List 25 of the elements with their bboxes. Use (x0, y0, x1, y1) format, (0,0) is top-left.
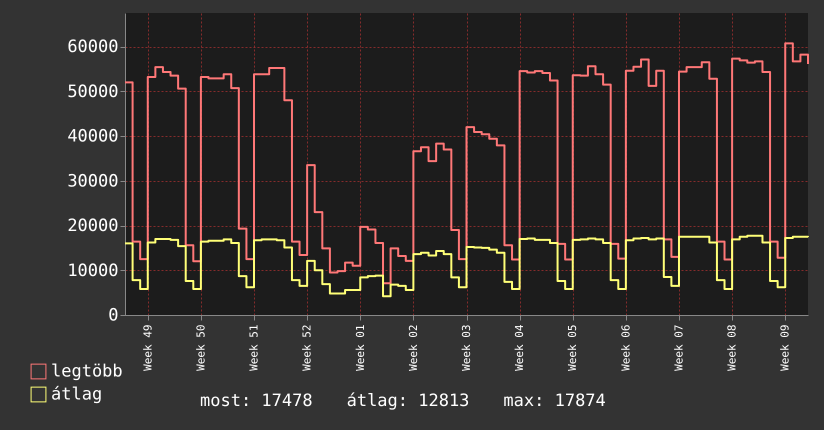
x-tick-label: Week 02 (406, 324, 420, 371)
y-tick-label: 60000 (67, 37, 118, 58)
y-tick-label: 10000 (67, 260, 118, 281)
y-tick-label: 40000 (67, 126, 118, 147)
y-tick-label: 30000 (67, 171, 118, 192)
x-tick-label: Week 04 (513, 324, 526, 371)
x-tick-label: Week 49 (141, 324, 154, 371)
x-tick-label: Week 09 (778, 324, 792, 371)
x-tick-label: Week 08 (726, 324, 739, 371)
x-tick-label: Week 03 (460, 324, 473, 371)
x-tick-label: Week 51 (248, 324, 261, 371)
x-tick-label: Week 50 (194, 324, 208, 371)
y-tick-label: 0 (108, 306, 118, 326)
legend-label: átlag (51, 384, 102, 404)
y-tick-label: 50000 (67, 82, 118, 102)
x-tick-label: Week 01 (354, 324, 367, 371)
text: átlag: 12813 (346, 391, 470, 411)
x-tick-label: Week 05 (566, 324, 580, 371)
x-tick-label: Week 52 (300, 324, 314, 371)
x-tick-label: Week 06 (619, 324, 632, 371)
legend-label: legtöbb (51, 362, 123, 382)
text: max: 17874 (503, 391, 606, 411)
y-tick-label: 20000 (67, 216, 118, 236)
text: most: 17478 (200, 391, 313, 411)
x-tick-label: Week 07 (672, 324, 686, 371)
